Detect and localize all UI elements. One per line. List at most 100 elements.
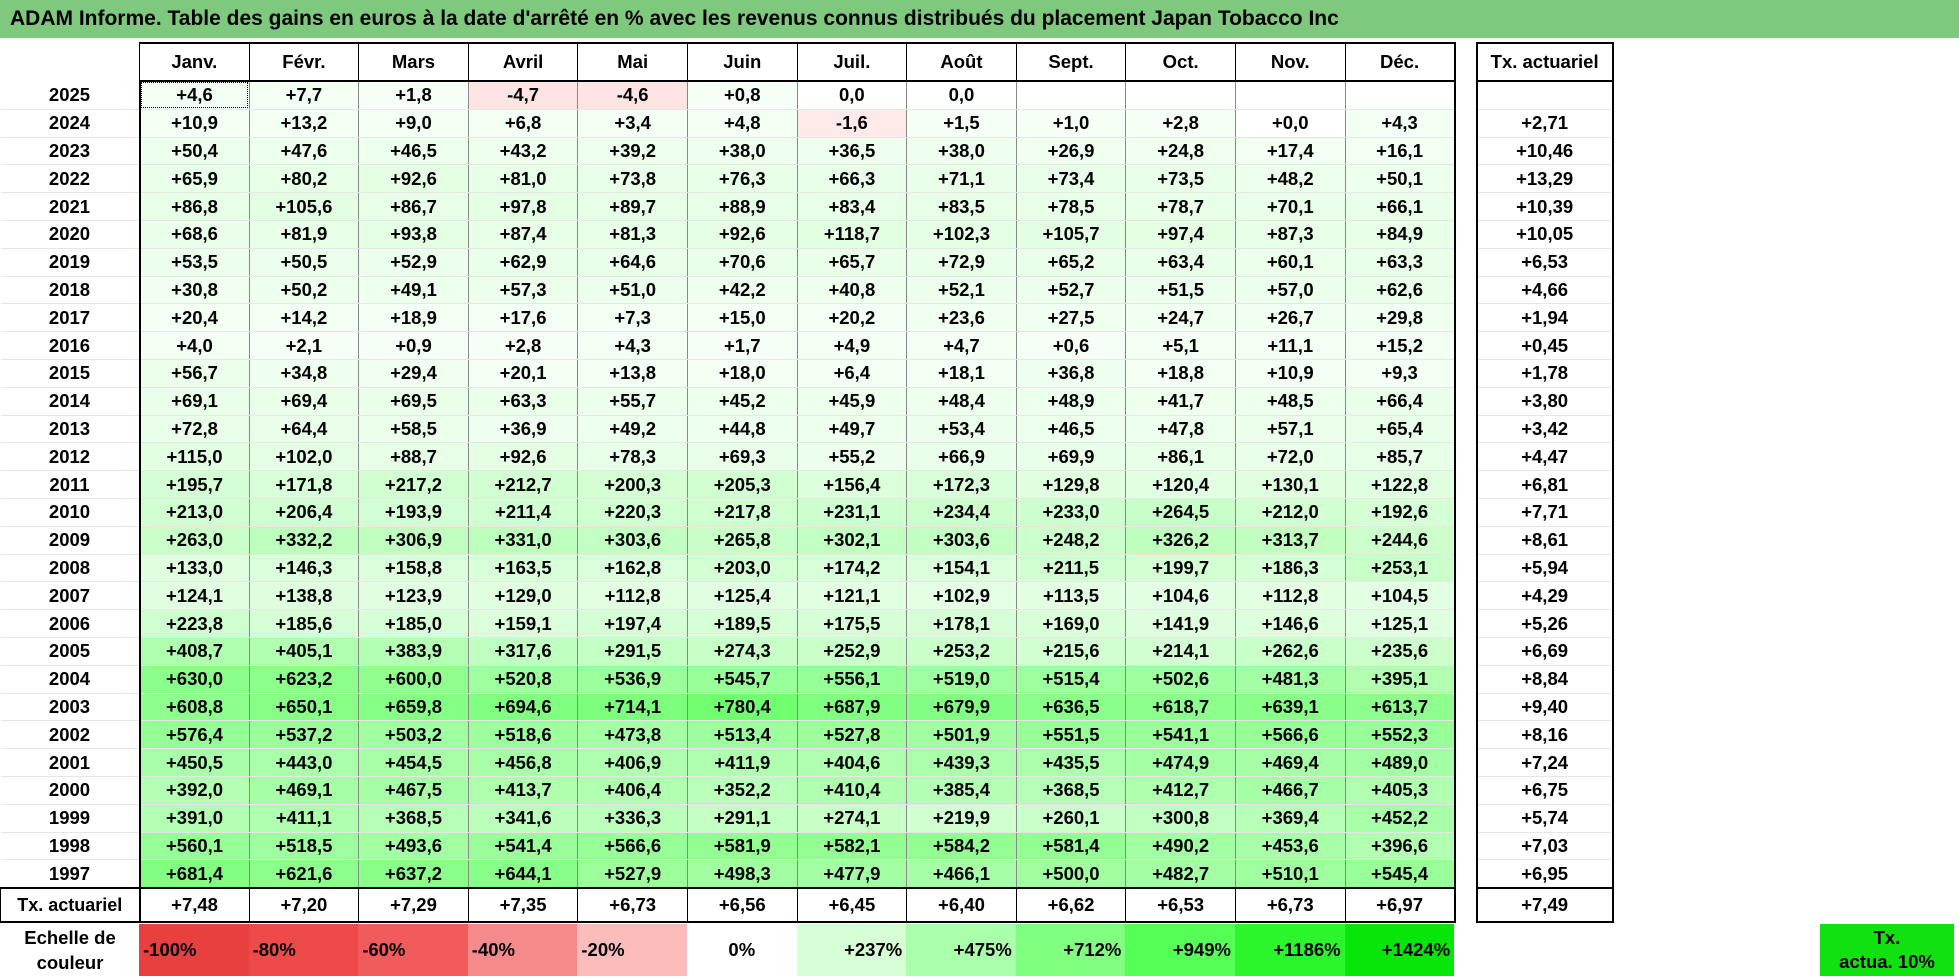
value-cell: +694,6 [467,693,579,722]
value-cell: +520,8 [467,665,579,694]
value-cell: +1,7 [686,331,798,360]
value-cell: +104,6 [1125,581,1236,611]
value-cell: +129,0 [467,581,579,611]
value-cell: +0,8 [686,81,798,110]
value-cell: +18,0 [686,359,798,388]
year-label: 2017 [0,303,141,333]
value-cell: +3,4 [577,109,688,138]
spacer [1454,137,1477,165]
table-row: 2010 +213,0 +206,4 +193,9 +211,4 +220,3 +217,8… [0,498,1614,527]
actuarial-cell: +5,26 [1475,609,1614,638]
value-cell: +405,1 [248,637,360,666]
value-cell: +263,0 [139,526,250,555]
value-cell: +10,9 [1234,359,1346,388]
actuarial-cell: +2,71 [1475,109,1614,138]
spacer [1454,498,1477,527]
value-cell: +199,7 [1125,554,1236,583]
value-cell: +500,0 [1015,859,1127,889]
value-cell: +515,4 [1015,665,1127,694]
value-cell: +186,3 [1234,554,1346,583]
value-cell: +195,7 [139,470,250,499]
value-cell: +23,6 [906,303,1017,333]
value-cell: +185,0 [358,609,469,638]
spacer [1454,276,1477,304]
value-cell: +679,9 [906,693,1017,722]
actuarial-cell: +7,24 [1475,748,1614,777]
value-cell: +498,3 [686,859,798,889]
year-label: 2019 [0,248,141,277]
table-row: 2017 +20,4 +14,2 +18,9 +17,6 +7,3 +15,0 +20,2 +2… [0,303,1614,333]
year-label: 2003 [0,693,141,722]
value-cell: +64,6 [577,248,688,277]
value-cell: +73,8 [577,164,688,194]
value-cell: +253,2 [906,637,1017,666]
value-cell: +118,7 [796,220,908,249]
value-cell: +306,9 [358,526,469,555]
actuarial-cell: +6,81 [1475,470,1614,499]
value-cell: +274,3 [686,637,798,666]
value-cell: +20,2 [796,303,908,333]
table-row: 2019 +53,5 +50,5 +52,9 +62,9 +64,6 +70,6 +65,7 +… [0,248,1614,277]
year-label: 2010 [0,498,141,527]
actuarial-cell: +8,61 [1475,526,1614,555]
value-cell: +0,0 [1234,109,1346,138]
value-cell: +220,3 [577,498,688,527]
value-cell: +206,4 [248,498,360,527]
value-cell: 0,0 [796,81,908,110]
value-cell: +141,9 [1125,609,1236,638]
month-header: Juil. [796,42,908,82]
value-cell: +15,0 [686,303,798,333]
value-cell: +513,4 [686,720,798,750]
actuarial-cell: +10,39 [1475,192,1614,221]
value-cell: +192,6 [1344,498,1456,527]
color-scale-swatch: +475% [906,924,1016,976]
color-scale-swatch: +1186% [1235,924,1345,976]
value-cell: +172,3 [906,470,1017,499]
value-cell: +482,7 [1125,859,1236,889]
value-cell: +38,0 [686,137,798,166]
footer-actuarial: +7,49 [1475,887,1614,924]
year-label: 1998 [0,832,141,861]
value-cell: +300,8 [1125,804,1236,833]
value-cell: +38,0 [906,137,1017,166]
color-scale-swatch: -40% [467,924,578,976]
value-cell: +70,1 [1234,192,1346,221]
value-cell: +189,5 [686,609,798,638]
color-scale-swatch: +237% [796,924,907,976]
spacer [1454,415,1477,443]
year-label: 2025 [0,81,141,110]
value-cell: +623,2 [248,665,360,694]
value-cell: +341,6 [467,804,579,833]
value-cell: +630,0 [139,665,250,694]
table-row: 2000 +392,0 +469,1 +467,5 +413,7 +406,4 +352,2… [0,776,1614,805]
value-cell: +326,2 [1125,526,1236,555]
value-cell: +85,7 [1344,442,1456,472]
value-cell: +48,2 [1234,164,1346,194]
month-header: Déc. [1344,42,1456,82]
actuarial-cell: +3,42 [1475,415,1614,444]
spacer [1454,220,1477,249]
value-cell: +1,0 [1015,109,1127,138]
value-cell: +81,0 [467,164,579,194]
value-cell: +29,8 [1344,303,1456,333]
value-cell: +63,4 [1125,248,1236,277]
spacer [1454,248,1477,277]
value-cell: +69,4 [248,387,360,416]
value-cell: +260,1 [1015,804,1127,833]
year-label: 2012 [0,442,141,472]
value-cell: +43,2 [467,137,579,166]
spacer [1454,359,1477,388]
actuarial-cell [1475,81,1614,110]
year-label: 2018 [0,276,141,305]
value-cell: +412,7 [1125,776,1236,805]
value-cell: +217,8 [686,498,798,527]
value-cell: +65,7 [796,248,908,277]
value-cell: +411,1 [248,804,360,833]
value-cell: +406,4 [577,776,688,805]
value-cell: +49,7 [796,415,908,444]
value-cell: +50,4 [139,137,250,166]
value-cell: +93,8 [358,220,469,249]
value-cell: +156,4 [796,470,908,499]
color-scale-label-line1: Echelle de [24,927,116,948]
footer-value: +7,48 [139,887,250,924]
